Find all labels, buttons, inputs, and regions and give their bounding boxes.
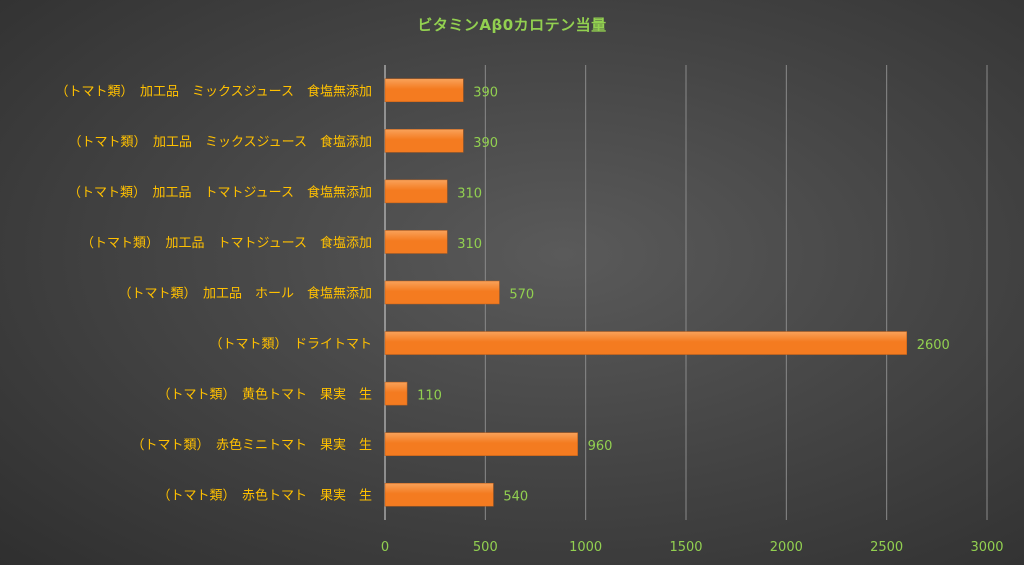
data-label: 310 — [457, 186, 482, 201]
x-tick-label: 2000 — [770, 540, 803, 555]
bar — [384, 280, 500, 305]
data-label: 310 — [457, 237, 482, 252]
category-label: （トマト類） 加工品 ホール 食塩無添加 — [118, 286, 372, 302]
x-tick-label: 0 — [381, 540, 389, 555]
category-label: （トマト類） 赤色ミニトマト 果実 生 — [131, 437, 372, 453]
data-label: 390 — [473, 85, 498, 100]
category-label: （トマト類） 赤色トマト 果実 生 — [157, 488, 372, 504]
bar — [384, 78, 464, 103]
bar — [384, 129, 464, 153]
data-label: 390 — [473, 136, 498, 151]
x-tick-label: 500 — [473, 540, 498, 555]
bars — [384, 78, 907, 507]
category-label: （トマト類） 加工品 トマトジュース 食塩添加 — [81, 235, 372, 251]
bar — [384, 331, 907, 355]
bar — [384, 381, 408, 406]
data-label: 2600 — [917, 338, 950, 353]
category-label: （トマト類） 加工品 トマトジュース 食塩無添加 — [68, 184, 372, 200]
data-label: 960 — [588, 439, 613, 454]
x-tick-label: 1500 — [669, 540, 702, 555]
bar — [384, 482, 494, 507]
data-label: 110 — [417, 389, 442, 404]
data-label: 540 — [503, 490, 528, 505]
category-label: （トマト類） 黄色トマト 果実 生 — [157, 387, 372, 403]
category-label: （トマト類） 加工品 ミックスジュース 食塩無添加 — [55, 83, 372, 99]
x-tick-label: 1000 — [569, 540, 602, 555]
bar — [384, 179, 448, 204]
data-label: 570 — [509, 288, 534, 303]
bar — [384, 230, 448, 254]
labels: 0 500 1000 1500 2000 2500 3000 （トマト類） 加工品 ミックスジ… — [55, 83, 1003, 555]
bar — [384, 432, 578, 456]
category-label: （トマト類） 加工品 ミックスジュース 食塩添加 — [68, 134, 372, 150]
chart-title: ビタミンAβ0カロテン当量 — [417, 16, 607, 34]
category-label: （トマト類） ドライトマト — [209, 337, 372, 352]
x-tick-label: 3000 — [970, 540, 1003, 555]
x-tick-label: 2500 — [870, 540, 903, 555]
